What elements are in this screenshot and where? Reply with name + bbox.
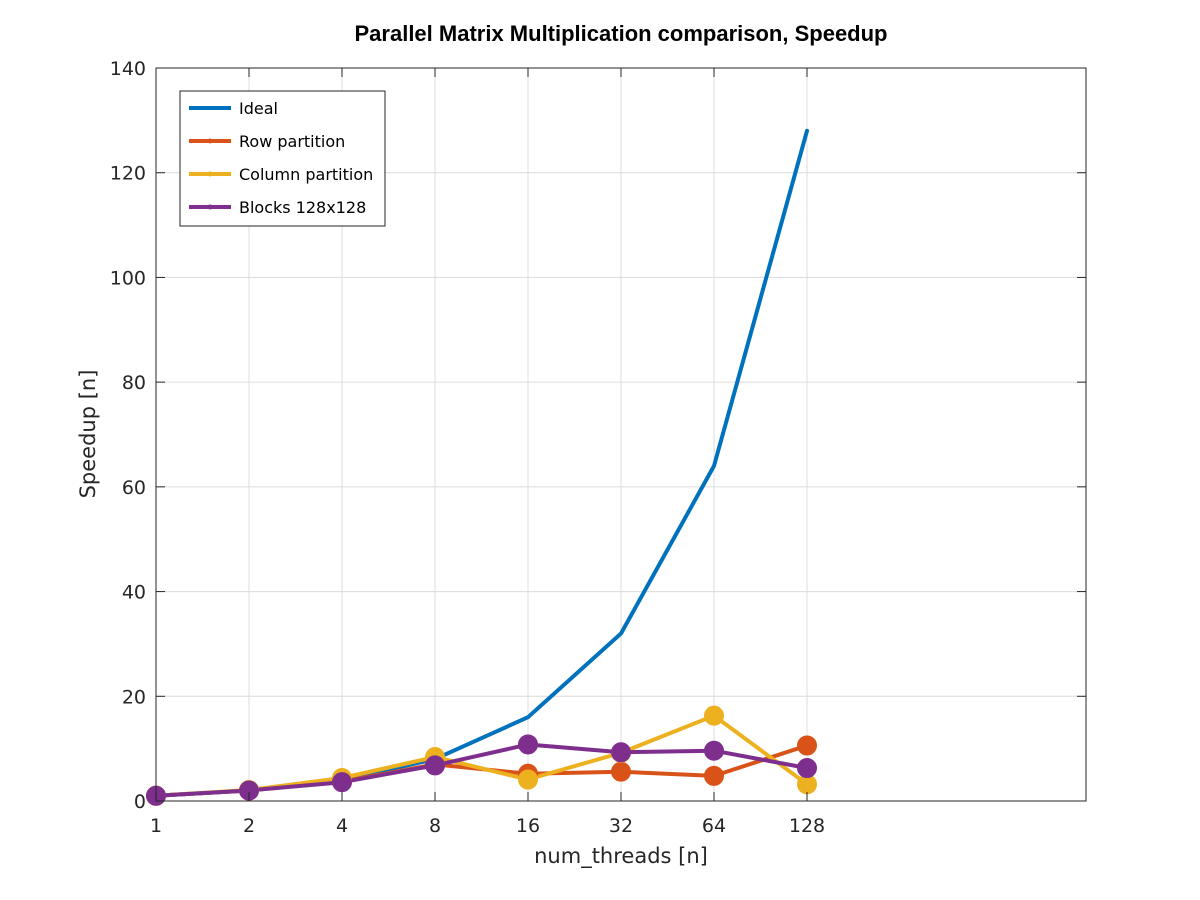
y-tick-label: 60 — [122, 477, 146, 499]
y-tick-label: 120 — [110, 163, 146, 185]
x-tick-label: 1 — [150, 815, 162, 837]
data-point-blocks-128x128 — [611, 742, 631, 763]
x-tick-label: 8 — [429, 815, 441, 837]
legend: Ideal Row partition Column partition Blocks… — [179, 90, 386, 227]
x-tick-label: 32 — [609, 815, 633, 837]
x-tick-labels: 1 2 4 8 16 32 64 128 — [150, 815, 825, 837]
data-point-blocks-128x128 — [425, 755, 445, 776]
y-tick-label: 100 — [110, 267, 146, 289]
data-point-column-partition — [518, 769, 538, 790]
x-axis-label: num_threads [n] — [534, 844, 708, 869]
x-tick-label: 16 — [516, 815, 540, 837]
y-tick-label: 20 — [122, 686, 146, 708]
data-point-blocks-128x128 — [518, 734, 538, 755]
data-point-row-partition — [611, 761, 631, 782]
series-line-blocks-128x128 — [154, 742, 809, 798]
x-tick-label: 128 — [789, 815, 825, 837]
data-point-row-partition — [704, 765, 724, 786]
data-point-column-partition — [704, 705, 724, 726]
axes-box — [155, 67, 1087, 802]
legend-box — [179, 90, 386, 227]
y-tick-label: 80 — [122, 372, 146, 394]
legend-marker-blocks-128x128 — [207, 204, 213, 210]
legend-label-row-partition: Row partition — [239, 132, 345, 151]
y-tick-labels: 0 20 40 60 80 100 120 140 — [110, 58, 146, 813]
legend-marker-row-partition — [207, 138, 213, 144]
legend-marker-column-partition — [207, 171, 213, 177]
legend-label-blocks-128x128: Blocks 128x128 — [239, 198, 366, 217]
x-tick-label: 4 — [336, 815, 348, 837]
plot-frame — [155, 67, 1087, 802]
y-tick-label: 140 — [110, 58, 146, 80]
x-tick-label: 2 — [243, 815, 255, 837]
legend-label-column-partition: Column partition — [239, 165, 373, 184]
legend-label-ideal: Ideal — [239, 99, 278, 118]
data-point-blocks-128x128 — [704, 740, 724, 761]
data-point-blocks-128x128 — [332, 772, 352, 793]
y-tick-label: 40 — [122, 582, 146, 604]
data-point-row-partition — [797, 735, 817, 756]
chart-title: Parallel Matrix Multiplication compariso… — [355, 21, 888, 46]
data-point-blocks-128x128 — [797, 758, 817, 779]
x-tick-label: 64 — [702, 815, 726, 837]
y-axis-label: Speedup [n] — [76, 370, 100, 499]
y-tick-label: 0 — [134, 791, 146, 813]
